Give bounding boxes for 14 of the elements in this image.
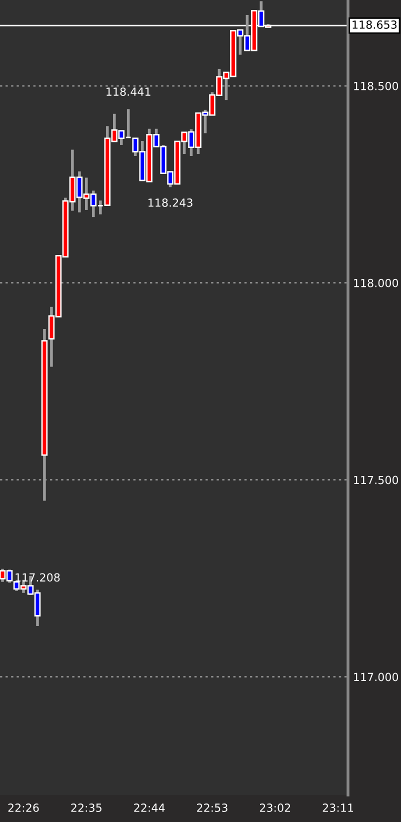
annotation: 118.243 [148, 198, 192, 207]
y-tick-label: 117.500 [354, 476, 398, 484]
ref-line-label: 118.653 [352, 20, 397, 29]
x-tick-label: 22:44 [134, 804, 165, 812]
y-tick-label: 118.500 [354, 82, 398, 90]
annotation: 117.208 [16, 573, 60, 582]
x-tick-label: 23:02 [260, 804, 290, 812]
x-tick-label: 22:26 [8, 804, 39, 812]
x-tick-label: 22:35 [71, 804, 102, 812]
annotation: 118.441 [106, 87, 150, 96]
x-tick-label: 23:11 [322, 804, 354, 812]
y-tick-label: 118.000 [354, 278, 398, 288]
x-tick-label: 22:53 [197, 804, 228, 812]
y-tick-label: 117.000 [354, 672, 398, 682]
